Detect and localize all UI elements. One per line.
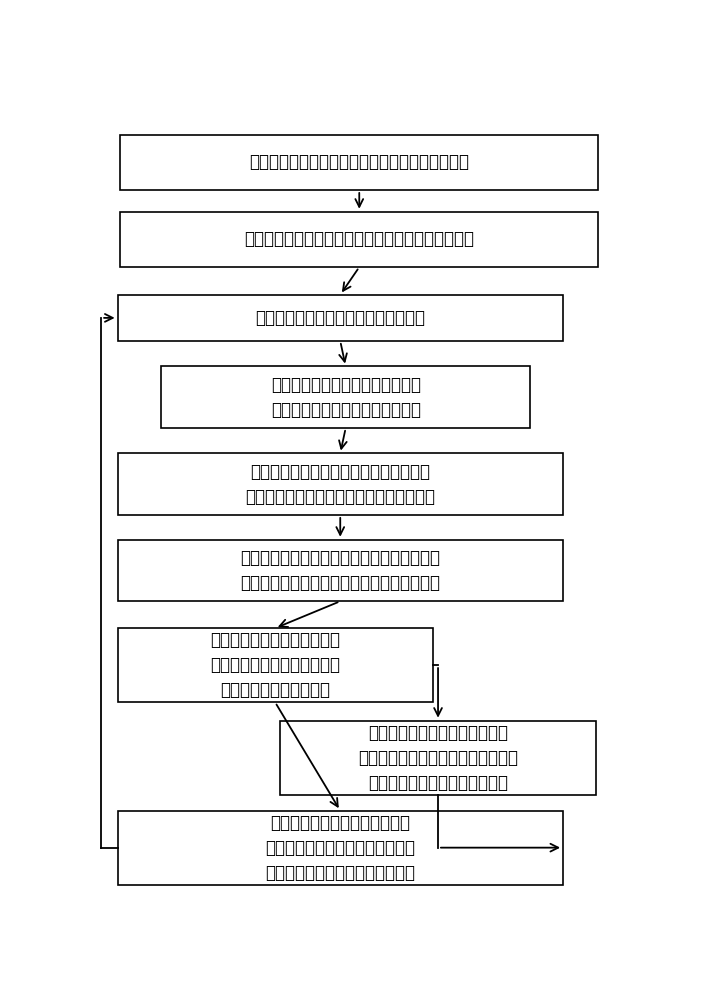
Text: 主机端将两两时间差比较，得到
相对时间差，换算成距离差之后通
过双曲面定位算法确定标签的位置: 主机端将两两时间差比较，得到 相对时间差，换算成距离差之后通 过双曲面定位算法确… xyxy=(265,814,415,882)
Text: 标签接收定位信息后即刻产生接收触发信
号，经过固定延时后发送返回信号给读写器: 标签接收定位信息后即刻产生接收触发信 号，经过固定延时后发送返回信号给读写器 xyxy=(245,463,435,506)
Text: 录入天线分布坐标信息及电缆引起的信号延迟时间: 录入天线分布坐标信息及电缆引起的信号延迟时间 xyxy=(250,153,469,171)
FancyBboxPatch shape xyxy=(121,212,599,267)
FancyBboxPatch shape xyxy=(118,540,563,601)
Text: 读写器发送定位信号，同时向时间
测量模块发送信号，开启时间测量: 读写器发送定位信号，同时向时间 测量模块发送信号，开启时间测量 xyxy=(271,376,421,419)
Text: 主机启动定位，激活读写器，读写器唤醒待定位标签: 主机启动定位，激活读写器，读写器唤醒待定位标签 xyxy=(244,230,475,248)
Text: 时间间隔测量模块将测量结果
发送至主机其他单元，同时选
定天线组中的另一个天线: 时间间隔测量模块将测量结果 发送至主机其他单元，同时选 定天线组中的另一个天线 xyxy=(210,631,340,699)
FancyBboxPatch shape xyxy=(118,811,563,885)
FancyBboxPatch shape xyxy=(118,628,433,702)
Text: 通过天线切换单元选定天线组中的天线: 通过天线切换单元选定天线组中的天线 xyxy=(255,309,426,327)
Text: 读写器经过选定天线接收标签的返回信号，立
即向时间测量模块发送信号，时间差测量截止: 读写器经过选定天线接收标签的返回信号，立 即向时间测量模块发送信号，时间差测量截… xyxy=(240,549,440,592)
FancyBboxPatch shape xyxy=(118,295,563,341)
FancyBboxPatch shape xyxy=(118,453,563,515)
FancyBboxPatch shape xyxy=(161,366,531,428)
Text: 读写器对返回信号解码，如果读
写器接收到信息正确，则该次测量的
时差数据有效，否则数据无效。: 读写器对返回信号解码，如果读 写器接收到信息正确，则该次测量的 时差数据有效，否… xyxy=(358,724,518,792)
FancyBboxPatch shape xyxy=(280,721,596,795)
FancyBboxPatch shape xyxy=(121,135,599,190)
